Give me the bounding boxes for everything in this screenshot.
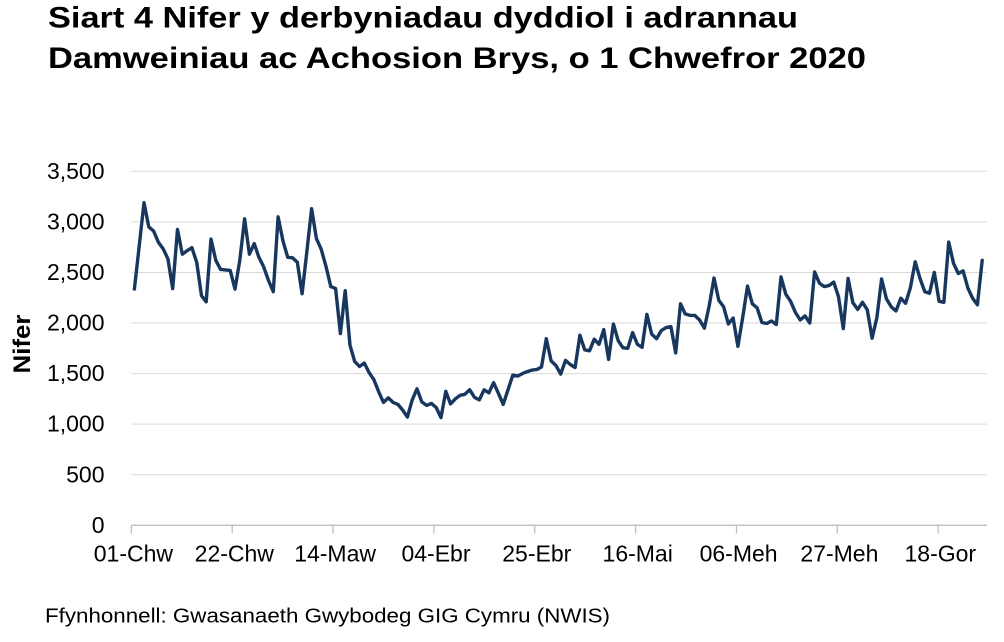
- svg-text:500: 500: [66, 461, 104, 487]
- svg-text:1,000: 1,000: [47, 411, 105, 437]
- svg-text:Damweiniau ac Achosion Brys, o: Damweiniau ac Achosion Brys, o 1 Chwefro…: [48, 42, 866, 75]
- svg-text:1,500: 1,500: [47, 360, 105, 386]
- svg-text:Ffynhonnell: Gwasanaeth Gwybod: Ffynhonnell: Gwasanaeth Gwybodeg GIG Cym…: [45, 605, 610, 627]
- svg-text:3,500: 3,500: [47, 158, 105, 184]
- svg-text:16-Mai: 16-Mai: [603, 541, 673, 567]
- svg-text:2,000: 2,000: [47, 310, 105, 336]
- svg-text:0: 0: [92, 512, 105, 538]
- svg-text:14-Maw: 14-Maw: [294, 541, 376, 567]
- svg-text:Nifer: Nifer: [9, 315, 36, 374]
- svg-text:2,500: 2,500: [47, 259, 105, 285]
- svg-text:27-Meh: 27-Meh: [800, 541, 878, 567]
- svg-text:25-Ebr: 25-Ebr: [502, 541, 571, 567]
- svg-text:01-Chw: 01-Chw: [94, 541, 174, 567]
- svg-text:06-Meh: 06-Meh: [700, 541, 778, 567]
- svg-text:3,000: 3,000: [47, 209, 105, 235]
- svg-text:Siart 4 Nifer y derbyniadau dy: Siart 4 Nifer y derbyniadau dyddiol i ad…: [48, 1, 798, 34]
- svg-text:22-Chw: 22-Chw: [195, 541, 275, 567]
- svg-text:04-Ebr: 04-Ebr: [401, 541, 470, 567]
- svg-text:18-Gor: 18-Gor: [905, 541, 977, 567]
